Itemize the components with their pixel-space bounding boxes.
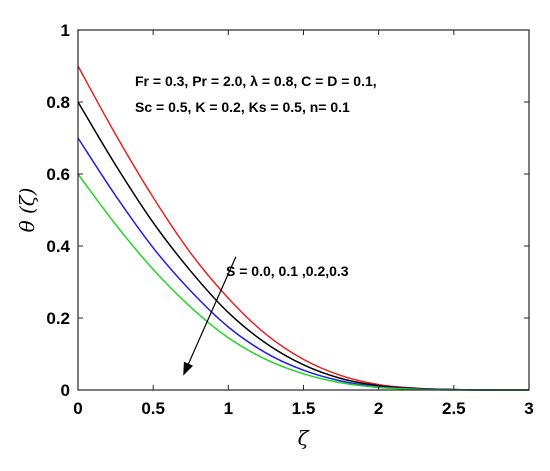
- x-tick-label: 0: [73, 399, 82, 418]
- x-tick-label: 1: [224, 399, 233, 418]
- annotation-arrow: [187, 256, 237, 364]
- x-tick-label: 3: [524, 399, 533, 418]
- y-tick-label: 0.6: [46, 165, 70, 184]
- y-tick-label: 0: [61, 381, 70, 400]
- y-tick-layer: 0 0.2 0.4 0.6 0.8 1: [46, 21, 529, 400]
- x-tick-label: 2.5: [442, 399, 466, 418]
- x-tick-label: 1.5: [292, 399, 316, 418]
- x-tick-layer: 0 0.5 1 1.5 2 2.5 3: [73, 30, 534, 418]
- x-axis-label: ζ: [298, 426, 310, 450]
- annotation-arrow-head: [183, 361, 194, 376]
- plot-frame: [77, 29, 530, 391]
- x-tick-label: 2: [374, 399, 383, 418]
- annotation-params-line1: Fr = 0.3, Pr = 2.0, λ = 0.8, C = D = 0.1…: [135, 73, 377, 89]
- y-tick-label: 0.2: [46, 309, 70, 328]
- annotation-s-values: S = 0.0, 0.1 ,0.2,0.3: [226, 263, 349, 279]
- y-tick-label: 0.8: [46, 93, 70, 112]
- y-tick-label: 1: [61, 21, 70, 40]
- annotation-params-line2: Sc = 0.5, K = 0.2, Ks = 0.5, n= 0.1: [135, 99, 350, 115]
- plot-background: [78, 30, 529, 390]
- y-tick-label: 0.4: [46, 237, 70, 256]
- x-tick-label: 0.5: [141, 399, 165, 418]
- y-axis-label: θ (ζ): [15, 188, 39, 233]
